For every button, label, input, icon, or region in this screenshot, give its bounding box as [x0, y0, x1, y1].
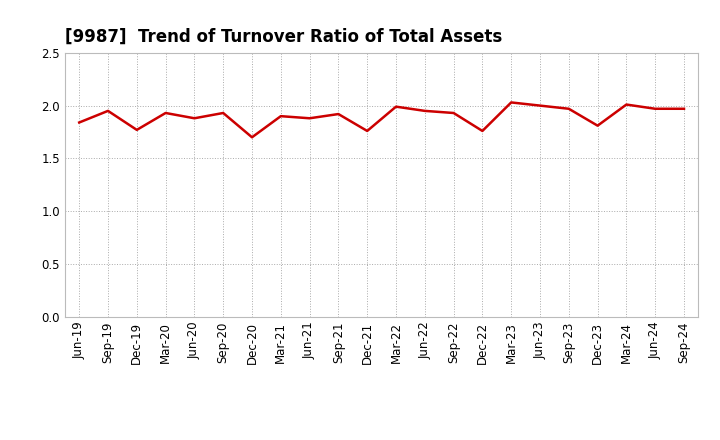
- Text: [9987]  Trend of Turnover Ratio of Total Assets: [9987] Trend of Turnover Ratio of Total …: [65, 28, 502, 46]
